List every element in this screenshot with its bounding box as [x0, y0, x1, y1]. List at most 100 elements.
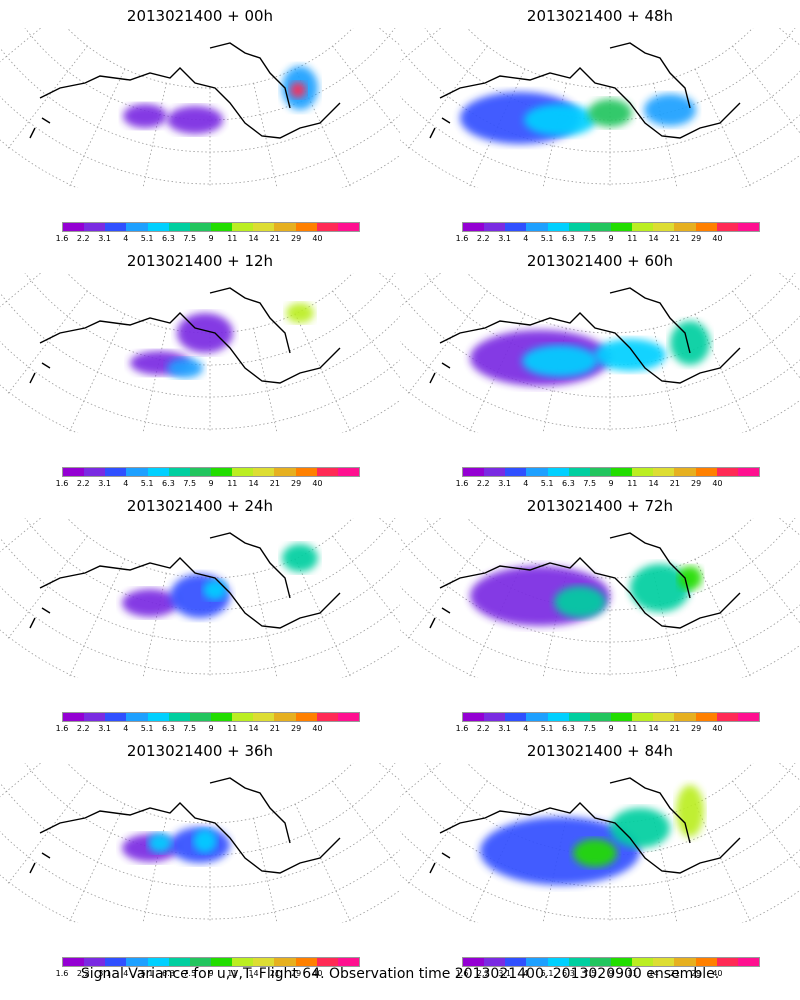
colorbar-swatch [253, 468, 275, 476]
colorbar-tick-label: 21 [269, 724, 280, 733]
colorbar-swatch [716, 468, 738, 476]
colorbar-tick-label: 4 [123, 969, 129, 978]
colorbar-swatch [505, 958, 527, 966]
colorbar-tick-label: 14 [648, 234, 659, 243]
polar-map [0, 518, 400, 678]
colorbar-swatch [484, 223, 506, 231]
colorbar-tick-label: 4 [523, 969, 529, 978]
colorbar-tick-label: 7.5 [183, 724, 197, 733]
colorbar-swatch [632, 958, 654, 966]
variance-contour [678, 566, 702, 590]
colorbar-swatch [484, 713, 506, 721]
meridian-line [694, 803, 751, 922]
colorbar-tick-label: 29 [691, 479, 702, 488]
colorbar-tick-label: 11 [627, 724, 638, 733]
colorbar-swatch [695, 958, 717, 966]
latitude-line [24, 28, 396, 121]
latitude-line [424, 763, 796, 856]
meridian-line [407, 290, 488, 394]
colorbar-tick-label: 29 [691, 234, 702, 243]
meridian-line [542, 83, 567, 188]
latitude-line [400, 384, 800, 433]
colorbar-swatch [653, 468, 675, 476]
latitude-line [0, 384, 400, 433]
variance-contour [177, 313, 233, 353]
variance-contour [167, 358, 203, 378]
colorbar-swatch [463, 713, 485, 721]
colorbar-swatch [526, 713, 548, 721]
colorbar-tick-label: 2.2 [76, 234, 90, 243]
colorbar-swatch [589, 223, 611, 231]
colorbar-swatch [232, 713, 254, 721]
coastline [29, 777, 341, 874]
colorbar-tick-label: 3.1 [98, 969, 111, 978]
meridian-line [142, 818, 167, 923]
meridian-line [694, 558, 751, 677]
coastline [429, 777, 741, 874]
meridian-line [694, 68, 751, 187]
meridian-line [294, 313, 351, 432]
colorbar-swatch [232, 223, 254, 231]
colorbar-tick-label: 6.3 [562, 969, 575, 978]
meridian-line [294, 803, 351, 922]
latitude-line [0, 537, 400, 643]
colorbar-tick-label: 2.2 [476, 969, 490, 978]
variance-contour [123, 104, 167, 128]
variance-contour [676, 785, 704, 837]
colorbar-swatch [168, 958, 190, 966]
colorbar-swatch [84, 713, 106, 721]
colorbar-swatch [589, 958, 611, 966]
variance-contour [594, 339, 666, 371]
colorbar-swatch [105, 958, 127, 966]
colorbar-swatch [337, 468, 359, 476]
colorbar-tick-label: 5.1 [140, 724, 154, 733]
variance-contour [290, 82, 306, 98]
colorbar-swatch [63, 713, 85, 721]
map-panel: 2013021400 + 60h 1.6 2.2 3.1 4 5.1 6.3 7.5 9 11 14… [400, 245, 800, 490]
colorbar-swatch [295, 713, 317, 721]
meridian-line [732, 780, 800, 869]
colorbar-tick-label: 3.1 [498, 724, 511, 733]
colorbar-swatch [737, 958, 759, 966]
colorbar-tick-label: 21 [669, 969, 680, 978]
colorbar-swatch [84, 468, 106, 476]
colorbar [462, 467, 760, 477]
colorbar-tick-label: 1.6 [455, 969, 469, 978]
colorbar-tick-label: 14 [248, 724, 259, 733]
colorbar [62, 957, 360, 967]
colorbar-tick-label: 4 [123, 724, 129, 733]
variance-contour [193, 829, 217, 853]
panel-title: 2013021400 + 36h [126, 742, 274, 760]
latitude-line [24, 273, 396, 366]
colorbar-swatch [674, 468, 696, 476]
colorbar [462, 712, 760, 722]
colorbar-swatch [274, 958, 296, 966]
colorbar-tick-label: 2.2 [476, 234, 490, 243]
meridian-line [294, 68, 351, 187]
latitude-line [466, 273, 754, 334]
colorbar-swatch [316, 713, 338, 721]
colorbar-swatch [295, 958, 317, 966]
meridian-line [142, 573, 167, 678]
colorbar-swatch [337, 958, 359, 966]
colorbar-tick-label: 5.1 [540, 969, 554, 978]
colorbar-tick-label: 11 [627, 969, 638, 978]
colorbar-swatch [63, 223, 85, 231]
colorbar-tick-label: 2.2 [76, 479, 90, 488]
colorbar-swatch [737, 713, 759, 721]
colorbar-swatch [589, 713, 611, 721]
figure-caption: Signal Variance for u,v,T. Flight 64. Ob… [80, 966, 720, 982]
colorbar-tick-label: 7.5 [183, 234, 197, 243]
polar-map [0, 763, 400, 923]
polar-map [0, 28, 400, 188]
polar-map [400, 518, 800, 678]
colorbar-tick-label: 11 [227, 724, 238, 733]
colorbar-swatch [505, 468, 527, 476]
latitude-line [66, 28, 354, 89]
latitude-line [400, 47, 800, 153]
coastline [429, 287, 741, 384]
colorbar-tick-label: 21 [269, 234, 280, 243]
colorbar-swatch [674, 713, 696, 721]
colorbar-tick-label: 11 [627, 479, 638, 488]
colorbar-swatch [232, 468, 254, 476]
